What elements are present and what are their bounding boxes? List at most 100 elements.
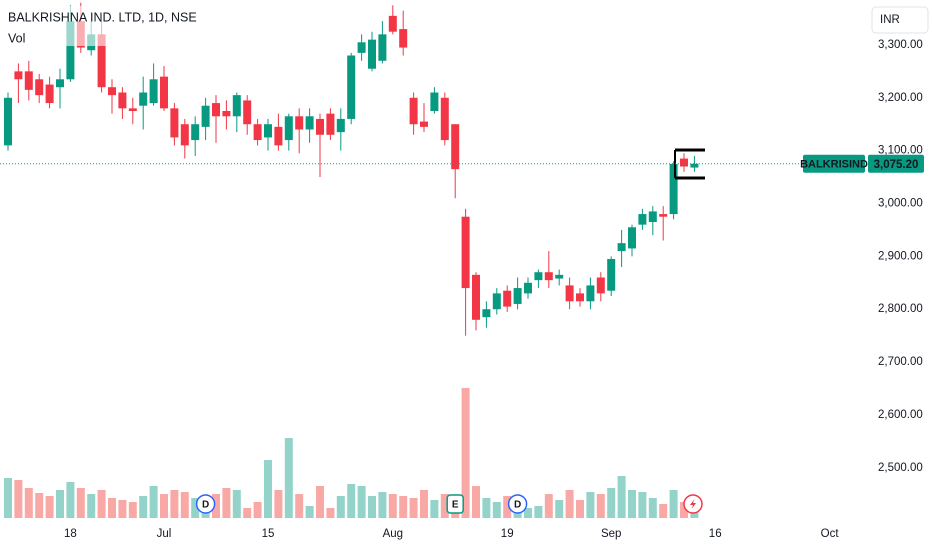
candle-body [368,39,376,69]
candle-body [617,243,626,252]
candle-body [191,124,200,141]
candle-body [472,274,480,320]
volume-bar [565,490,574,518]
volume-bar [555,500,564,518]
x-tick-label: Aug [383,528,403,540]
candle-body [222,111,231,117]
x-tick-label: Sep [601,528,621,540]
candle-body [326,113,335,135]
candle-body [388,15,397,32]
candle-body [14,71,23,80]
volume-bar [576,500,584,518]
volume-bar [388,494,397,518]
x-tick-label: Jul [157,528,172,540]
x-tick-label: Oct [821,528,840,540]
y-tick-label: 2,700.00 [878,356,923,368]
candle-body [4,97,12,146]
volume-bar [24,488,33,518]
volume-bar [295,494,304,518]
currency[interactable]: INR [880,14,900,26]
volume-bar [232,490,241,518]
volume-bar [45,496,54,518]
candle-body [180,124,189,146]
volume-bar [149,486,158,518]
volume-bar [617,476,626,518]
x-tick-label: 18 [64,528,77,540]
y-tick-label: 3,300.00 [878,39,923,51]
candle-body [295,116,304,130]
volume-bar [378,492,387,518]
candle-body [118,92,127,109]
y-tick-label: 2,500.00 [878,462,923,474]
dividend-flash-icon[interactable] [683,494,703,514]
currency-box[interactable] [871,6,929,34]
volume-bar [14,480,23,518]
event-badge [446,494,464,514]
volume-bar [336,496,345,518]
candle-body [451,124,460,170]
x-tick-label: 19 [501,528,514,540]
volume-bar [503,496,512,518]
candle-body [128,108,137,111]
y-tick-label: 3,100.00 [878,145,923,157]
volume-bar [87,494,96,518]
candle-body [420,121,428,127]
symbol-tag [803,154,865,173]
event-badge [507,494,528,514]
candle-body [534,272,543,281]
candle-body [461,216,470,289]
candle-body [409,97,418,125]
volume-bar [4,478,12,518]
x-tick-label: 15 [262,528,275,540]
volume-bar [347,484,356,518]
volume-bar [628,490,636,518]
candle-body [680,158,688,167]
volume-bar [544,494,553,518]
candle-body [274,126,283,146]
x-tick-label: 16 [709,528,722,540]
candle-body [596,277,605,294]
volume-bar [212,494,220,518]
y-tick-label: 2,900.00 [878,250,923,262]
volume-bar [420,490,428,518]
volume-bar [596,494,605,518]
volume-bar [680,502,688,518]
volume-bar [492,502,501,518]
candle-body [24,71,33,90]
candle-body [659,214,668,217]
volume-bar [430,500,439,518]
candle-body [160,76,168,109]
candle-body [492,293,501,310]
volume-bar [97,490,106,518]
event-label: D [202,500,209,511]
y-tick-label: 2,600.00 [878,409,923,421]
candle-body [513,288,522,304]
flash-glyph [690,499,696,509]
volume-bar [118,500,127,518]
candle-body [66,21,75,80]
candle-body [243,100,252,125]
last-price-text: 3,075.20 [874,159,919,171]
candle-body [440,97,449,141]
candle-body [576,293,584,302]
volume-bar [253,502,262,518]
y-tick-label: 3,200.00 [878,92,923,104]
volume-bar [284,438,293,518]
volume-bar [139,496,148,518]
y-tick-label: 2,800.00 [878,303,923,315]
volume-bar [534,506,543,518]
candle-body [586,285,595,302]
volume-bar [180,492,189,518]
candle-body [482,309,491,318]
volume-bar [524,508,532,518]
volume-bar [368,496,376,518]
volume-bar [607,488,616,518]
volume-bar [274,490,283,518]
volume-bar [440,494,449,518]
volume-bar [461,388,470,518]
volume-bar [659,504,668,518]
candle-body [316,118,324,135]
candle-body [35,79,44,96]
event-badge [195,494,216,514]
